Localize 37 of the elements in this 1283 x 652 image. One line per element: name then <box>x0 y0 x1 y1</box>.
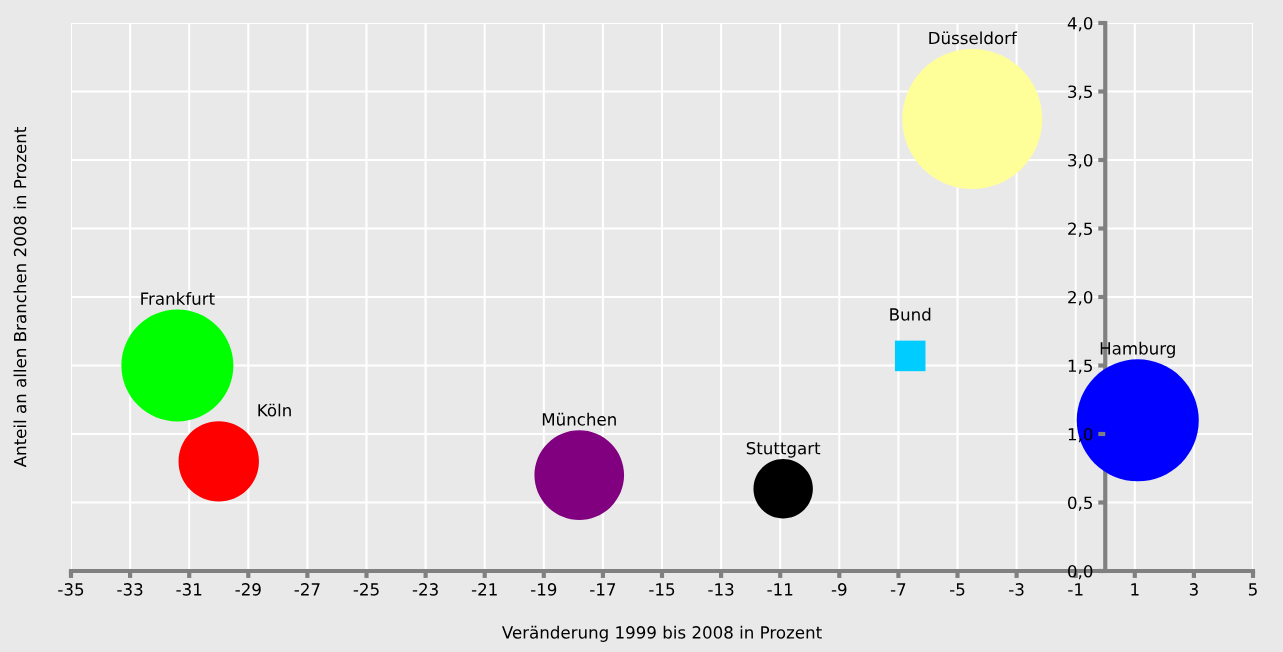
series-label: Frankfurt <box>141 291 215 305</box>
y-axis-title: Anteil an allen Branchen 2008 in Prozent <box>13 127 27 468</box>
x-tick-label: -7 <box>890 583 906 596</box>
x-tick-label: -5 <box>950 583 965 596</box>
x-tick-label: 1 <box>1131 583 1139 596</box>
y-tick-label: 4,0 <box>1067 16 1093 32</box>
series-label: Düsseldorf <box>929 31 1018 45</box>
x-tick-label: -27 <box>294 583 320 596</box>
x-tick-label: -35 <box>58 583 84 596</box>
x-tick-label: 5 <box>1248 583 1257 596</box>
x-tick-label: -33 <box>117 583 143 596</box>
x-tick-label: -15 <box>649 583 675 596</box>
series-label: Bund <box>890 307 931 321</box>
series-label: München <box>542 412 616 426</box>
x-tick-label: -23 <box>412 583 438 596</box>
x-tick-label: -13 <box>708 583 734 596</box>
y-tick-label: 3,0 <box>1068 153 1093 169</box>
x-tick-label: -21 <box>471 583 497 596</box>
y-tick-label: 2,5 <box>1068 222 1092 237</box>
x-tick-label: 3 <box>1189 583 1198 596</box>
x-tick-label: -11 <box>767 583 793 596</box>
series-label: Hamburg <box>1100 341 1175 358</box>
y-tick-label: 1,5 <box>1068 359 1092 374</box>
x-tick-label: -19 <box>531 583 557 596</box>
x-tick-label: -31 <box>176 583 202 596</box>
y-tick-label: 0,5 <box>1068 496 1092 511</box>
x-axis-title: Veränderung 1999 bis 2008 in Prozent <box>501 625 822 642</box>
series-label: Stuttgart <box>746 441 821 458</box>
y-tick-label: 2,0 <box>1068 290 1093 306</box>
y-tick-label: 3,5 <box>1068 85 1092 100</box>
series-label: Köln <box>258 403 291 417</box>
x-tick-label: -9 <box>831 583 847 596</box>
x-tick-label: -3 <box>1009 583 1024 596</box>
x-tick-label: -17 <box>590 583 616 596</box>
x-tick-label: -1 <box>1068 583 1083 596</box>
x-tick-label: -25 <box>353 583 379 596</box>
x-tick-label: -29 <box>235 583 261 596</box>
